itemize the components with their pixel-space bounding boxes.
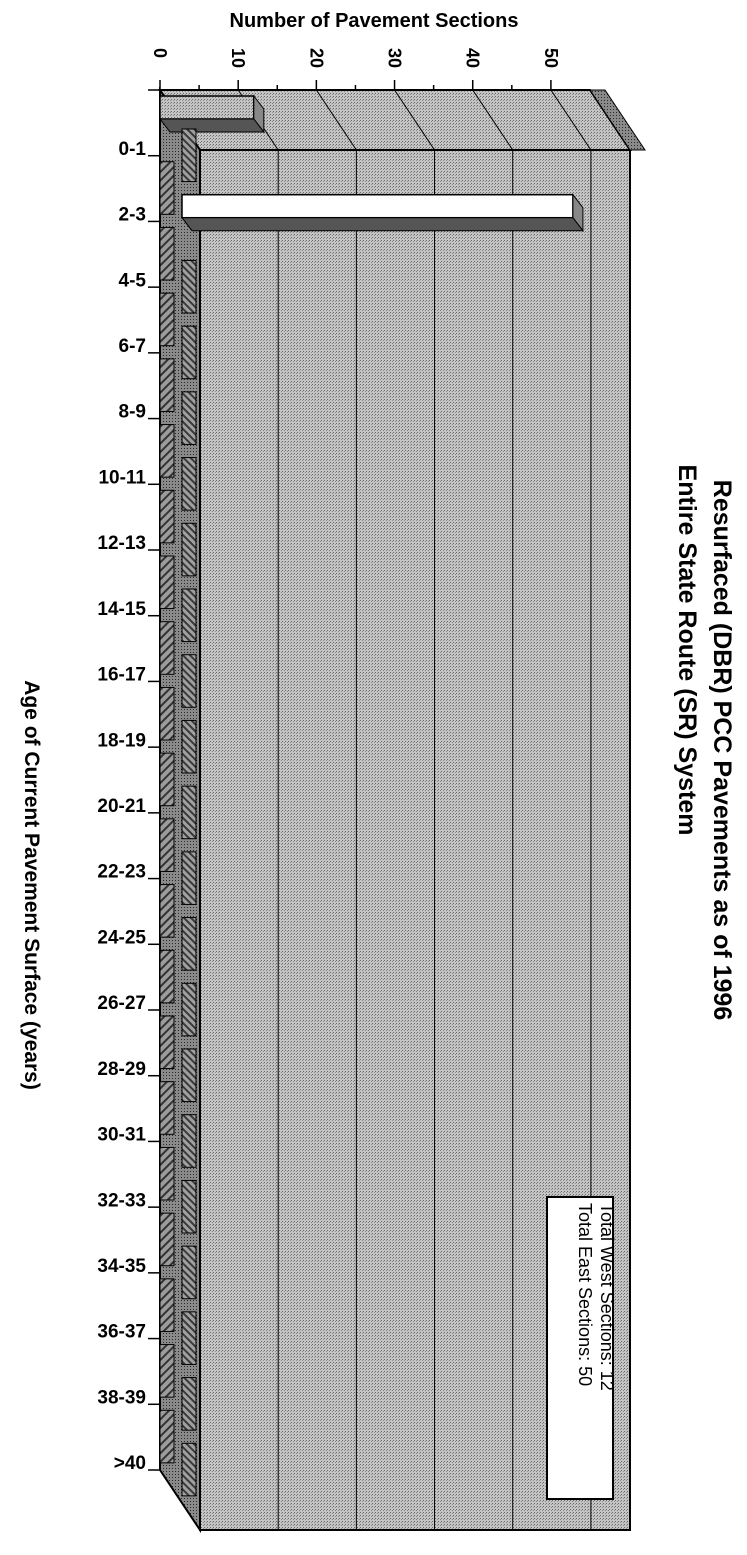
bar-east-9	[181, 719, 197, 774]
bar-east-6	[181, 522, 197, 577]
bars	[158, 94, 584, 1497]
y-tick-label-5: 10-11	[98, 467, 146, 488]
bar-east-4	[181, 391, 197, 445]
y-tick-label-2: 4-5	[119, 270, 147, 291]
bar-west-17	[159, 1212, 175, 1267]
legend-west-total: Total West Sections: 12	[597, 1203, 617, 1391]
y-tick-label-4: 8-9	[119, 402, 146, 423]
gridline-diag-4	[472, 89, 514, 151]
bar-east-19	[181, 1377, 197, 1431]
bar-west-11	[159, 818, 175, 872]
x-tick-label-0: 0	[150, 48, 170, 58]
y-tick-label-16: 32-33	[97, 1190, 146, 1211]
bar-east-0	[181, 128, 197, 183]
y-axis-title: Age of Current Pavement Surface (years)	[20, 680, 43, 1090]
y-tick-label-7: 14-15	[97, 599, 146, 620]
bar-west-8	[159, 621, 175, 675]
legend-east-total: Total East Sections: 50	[575, 1203, 595, 1386]
bar-west-0	[158, 94, 265, 134]
bar-west-19	[159, 1344, 175, 1398]
bar-west-2	[159, 226, 175, 281]
bar-east-11	[181, 851, 197, 905]
bar-west-14	[159, 1015, 175, 1070]
bar-west-6	[159, 489, 175, 544]
bar-west-9	[159, 686, 175, 741]
right-wall	[589, 89, 646, 151]
y-tick-label-14: 28-29	[97, 1059, 146, 1080]
bar-east-10	[181, 785, 197, 840]
y-tick-label-20: >40	[114, 1453, 146, 1474]
bar-east-16	[181, 1179, 197, 1234]
y-tick-label-17: 34-35	[97, 1256, 146, 1277]
gridline-diag-2	[315, 89, 357, 151]
y-tick-label-0: 0-1	[119, 139, 147, 160]
bar-west-7	[159, 555, 175, 610]
bar-east-14	[181, 1048, 197, 1103]
x-tick-label-1: 10	[228, 48, 248, 68]
bar-west-15	[159, 1081, 175, 1135]
y-axis: 0-1 2-3 4-5 6-7 8-9 10-11 12-13 14-15 16-17 18-19…	[97, 89, 161, 1474]
bar-west-10	[159, 752, 175, 807]
bar-west-4	[159, 358, 175, 412]
y-tick-label-15: 30-31	[97, 1125, 146, 1146]
chart-subtitle: Entire State Route (SR) System	[673, 465, 701, 836]
x-axis: 0 10 20 30 40 50	[150, 48, 590, 91]
y-tick-label-11: 22-23	[97, 862, 146, 883]
bar-west-1	[159, 161, 175, 215]
bar-west-13	[159, 949, 175, 1004]
x-axis-title: Number of Pavement Sections	[230, 10, 519, 32]
chart-title: Resurfaced (DBR) PCC Pavements as of 199…	[708, 480, 736, 1020]
bar-east-13	[181, 982, 197, 1037]
bar-east-8	[181, 654, 197, 708]
y-tick-label-6: 12-13	[97, 533, 146, 554]
bar-west-5	[159, 424, 175, 478]
bar-east-3	[181, 325, 197, 380]
y-tick-label-18: 36-37	[97, 1322, 146, 1343]
bar-west-18	[159, 1278, 175, 1332]
y-tick-label-19: 38-39	[97, 1387, 146, 1408]
gridline-diag-5	[550, 89, 592, 151]
y-tick-label-13: 26-27	[97, 993, 146, 1014]
y-tick-label-9: 18-19	[97, 730, 146, 751]
y-tick-label-8: 16-17	[97, 665, 146, 686]
y-tick-label-3: 6-7	[119, 336, 146, 357]
y-tick-label-1: 2-3	[119, 205, 146, 226]
x-tick-label-3: 30	[385, 48, 405, 68]
bar-west-20	[159, 1409, 175, 1464]
bar-east-7	[181, 588, 197, 643]
x-tick-label-4: 40	[463, 48, 483, 68]
bar-east-18	[181, 1311, 197, 1365]
bar-east-2	[181, 259, 197, 314]
bar-east-12	[181, 917, 197, 971]
y-tick-label-10: 20-21	[97, 796, 146, 817]
bar-east-20	[181, 1442, 197, 1497]
bar-east-17	[181, 1245, 197, 1300]
legend: Total East Sections: 50 Total West Secti…	[546, 1196, 617, 1500]
bar-west-16	[159, 1146, 175, 1201]
x-tick-label-2: 20	[306, 48, 326, 68]
bar-east-1	[180, 193, 584, 233]
bar-east-5	[181, 457, 197, 511]
x-tick-label-5: 50	[541, 48, 561, 68]
gridline-diag-3	[394, 89, 435, 151]
y-tick-label-12: 24-25	[97, 927, 146, 948]
bar-east-15	[181, 1114, 197, 1168]
bar-west-3	[159, 292, 175, 347]
legend-box	[546, 1196, 614, 1500]
bar-west-12	[159, 884, 175, 938]
